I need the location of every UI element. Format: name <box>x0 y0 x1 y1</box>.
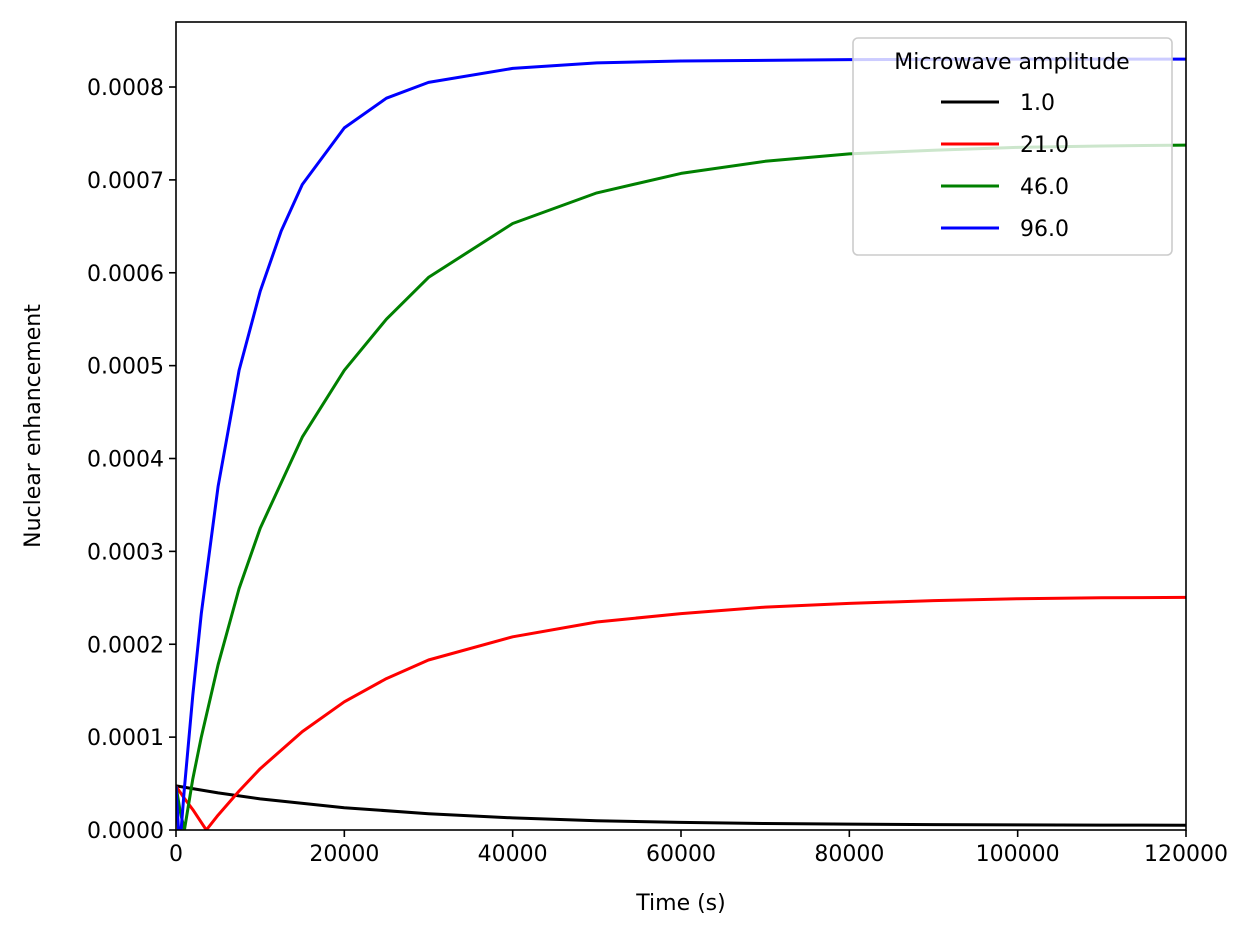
legend-items: 1.0 21.0 46.0 96.0 <box>941 91 1069 242</box>
y-tick-label: 0.0001 <box>87 726 164 751</box>
x-tick-label: 120000 <box>1144 842 1228 867</box>
x-tick-label: 60000 <box>646 842 716 867</box>
y-axis-label: Nuclear enhancement <box>21 304 46 548</box>
y-tick-label: 0.0002 <box>87 633 164 658</box>
y-tick-label: 0.0000 <box>87 819 164 844</box>
x-tick-label: 80000 <box>814 842 884 867</box>
y-tick-label: 0.0007 <box>87 169 164 194</box>
legend-label: 21.0 <box>1020 133 1069 158</box>
series-line-1 <box>176 595 1186 830</box>
series-line-3 <box>176 57 1186 830</box>
y-tick-label: 0.0004 <box>87 448 164 473</box>
x-tick-label: 0 <box>169 842 183 867</box>
y-tick-label: 0.0006 <box>87 262 164 287</box>
y-tick-label: 0.0005 <box>87 355 164 380</box>
legend-label: 1.0 <box>1020 91 1055 116</box>
series-line-0 <box>176 784 1186 827</box>
legend-box <box>852 37 1173 256</box>
x-tick-label: 20000 <box>309 842 379 867</box>
legend-title: Microwave amplitude <box>894 50 1129 75</box>
x-axis-label: Time (s) <box>635 891 725 916</box>
x-tick-label: 40000 <box>478 842 548 867</box>
y-tick-label: 0.0008 <box>87 76 164 101</box>
legend-label: 46.0 <box>1020 175 1069 200</box>
x-axis: 0 20000 40000 60000 80000 100000 120000 <box>169 830 1228 867</box>
legend-label: 96.0 <box>1020 217 1069 242</box>
y-axis: 0.0000 0.0001 0.0002 0.0003 0.0004 0.0005 0.00… <box>87 76 176 844</box>
legend: Microwave amplitude 1.0 21.0 46.0 96.0 <box>852 37 1173 256</box>
x-tick-label: 100000 <box>976 842 1060 867</box>
y-tick-label: 0.0003 <box>87 540 164 565</box>
